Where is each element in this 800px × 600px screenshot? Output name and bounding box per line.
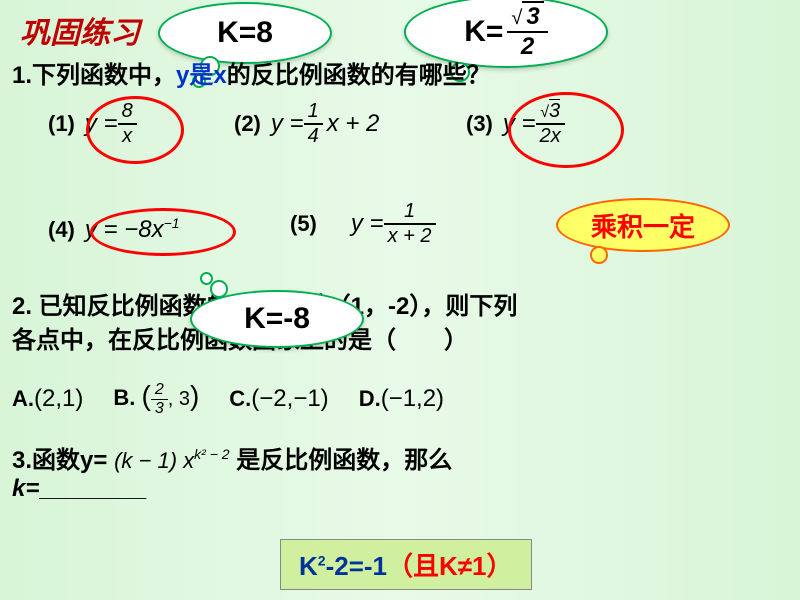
item-2-label: (2)	[234, 111, 261, 137]
question-2: 2. 已知反比例函数的图像经过（1，-2），则下列 各点中，在反比例函数图象上的…	[12, 290, 772, 357]
q3-line2-prefix: k=	[12, 475, 39, 502]
bubble-ksqrt-prefix: K=	[464, 15, 503, 49]
option-b: B. (23, 3)	[113, 380, 199, 418]
circle-4	[90, 208, 236, 256]
q1-suffix: 的反比例函数的有哪些？	[227, 62, 491, 89]
q3-suffix: 是反比例函数，那么	[236, 447, 452, 474]
q2-line1: 2. 已知反比例函数的图像经过（1，-2），则下列	[12, 290, 772, 324]
bubble-ksqrt-den: 2	[507, 33, 547, 61]
bottom-answer: K2-2=-1（且K≠1）	[280, 539, 532, 590]
q3-prefix: 3.函数y=	[12, 447, 107, 474]
q2-line2: 各点中，在反比例函数图象上的是（ ）	[12, 324, 772, 358]
bubble-kneg8: K=-8	[190, 290, 364, 348]
item-5-label: (5)	[290, 211, 317, 237]
question-1: 1.下列函数中，y是x的反比例函数的有哪些？	[12, 55, 491, 90]
bubble-product: 乘积一定	[556, 198, 730, 252]
item-4-label: (4)	[48, 217, 75, 243]
bubble-kneg8-text: K=-8	[244, 302, 310, 336]
bubble-ksqrt-num: 3	[522, 1, 543, 30]
question-3: 3.函数y= (k − 1) xk² − 2 是反比例函数，那么 k=_____…	[12, 440, 772, 503]
bottom-k: K	[299, 551, 318, 581]
item-2: (2) y = 14 x + 2	[234, 100, 379, 148]
bottom-red: （且K≠1）	[387, 551, 513, 581]
item-1-label: (1)	[48, 111, 75, 137]
bottom-sup: 2	[318, 552, 326, 568]
options: A.(2,1) B. (23, 3) C.(−2,−1) D.(−1,2)	[12, 380, 444, 418]
bubble-product-tail	[590, 246, 608, 264]
circle-3	[508, 92, 624, 168]
circle-1	[86, 96, 184, 164]
bottom-rest: -2=-1	[326, 551, 387, 581]
item-3-label: (3)	[466, 111, 493, 137]
q1-mid: y是x	[176, 62, 227, 89]
bubble-kneg8-tail2	[200, 272, 213, 285]
option-d: D.(−1,2)	[359, 385, 444, 413]
q1-prefix: 1.下列函数中，	[12, 62, 176, 89]
title: 巩固练习	[20, 8, 140, 52]
bubble-k8-text: K=8	[217, 16, 273, 50]
item-5: (5) y = 1x + 2	[290, 200, 436, 248]
item-2-den: 4	[304, 125, 323, 148]
option-a: A.(2,1)	[12, 385, 83, 413]
item-5-num: 1	[384, 200, 436, 225]
q3-blank: ________	[39, 475, 146, 502]
item-2-num: 1	[304, 100, 323, 125]
bubble-product-text: 乘积一定	[591, 207, 695, 244]
option-c: C.(−2,−1)	[229, 385, 328, 413]
bubble-kneg8-tail1	[210, 280, 228, 298]
